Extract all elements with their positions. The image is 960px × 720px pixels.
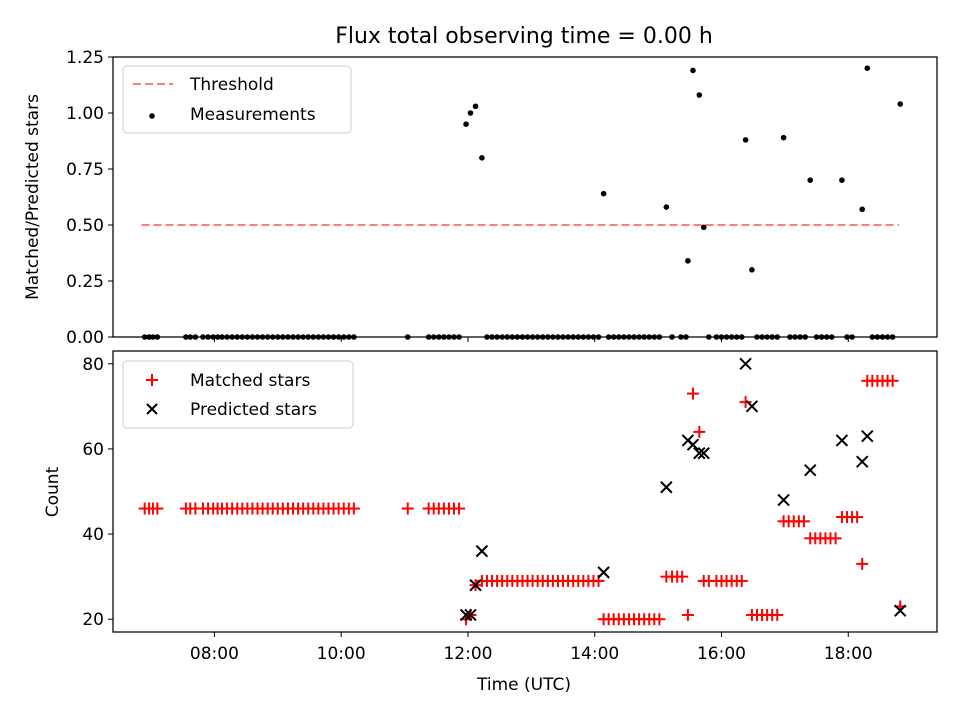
predicted-star-marker <box>804 464 817 477</box>
predicted-star-marker <box>597 566 610 579</box>
matched-star-marker <box>151 502 164 515</box>
x-axis-label: Time (UTC) <box>476 675 571 695</box>
predicted-star-marker <box>464 608 477 622</box>
top-y-tick-label: 0.75 <box>66 160 104 180</box>
measurement-point <box>467 110 474 116</box>
top-legend: Threshold Measurements <box>122 65 352 134</box>
measurement-point <box>696 92 703 98</box>
top-y-tick-label: 0.25 <box>66 272 104 292</box>
bottom-y-tick-label: 40 <box>82 525 104 545</box>
matched-star-marker <box>886 374 899 387</box>
legend-predicted-label: Predicted stars <box>190 400 317 420</box>
predicted-star-marker <box>697 446 710 460</box>
top-legend-box <box>122 65 352 134</box>
matched-star-marker <box>653 613 666 626</box>
bottom-y-ticks: 20 40 60 80 <box>82 355 113 630</box>
predicted-star-marker <box>686 438 700 451</box>
matched-star-marker <box>771 608 784 621</box>
matched-star-marker <box>453 502 466 515</box>
top-y-tick-label: 1.25 <box>66 48 104 68</box>
legend-threshold-label: Threshold <box>189 75 274 95</box>
top-panel: 0.00 0.25 0.50 0.75 1.00 1.25 Matched/Predict… <box>23 48 938 348</box>
measurement-point <box>864 65 871 71</box>
top-y-tick-label: 0.00 <box>66 328 104 348</box>
measurement-point <box>839 177 845 183</box>
matched-star-marker <box>347 502 360 515</box>
legend-matched-label: Matched stars <box>190 371 310 391</box>
predicted-star-marker <box>861 429 874 443</box>
measurement-point <box>463 121 469 127</box>
matched-star-marker <box>739 396 752 409</box>
measurement-point <box>690 67 696 74</box>
matched-star-marker <box>735 574 748 587</box>
bottom-axes-frame <box>112 350 938 633</box>
matched-star-marker <box>693 425 706 438</box>
predicted-star-marker <box>894 604 907 617</box>
bottom-y-tick-label: 20 <box>82 610 104 630</box>
predicted-star-marker <box>475 544 489 558</box>
predicted-star-marker <box>855 455 869 468</box>
matched-star-marker <box>797 515 810 528</box>
measurement-point <box>700 224 707 231</box>
matched-star-marker <box>829 532 842 545</box>
x-tick-label: 18:00 <box>824 644 873 664</box>
x-tick-label: 14:00 <box>570 644 619 664</box>
chart-title: Flux total observing time = 0.00 h <box>335 24 713 49</box>
measurement-point <box>685 258 691 264</box>
measurement-point <box>742 137 749 143</box>
measurement-point <box>749 267 755 273</box>
matched-star-marker <box>676 570 689 583</box>
bottom-plot-marks <box>138 357 907 626</box>
bottom-y-axis-label: Count <box>43 466 63 517</box>
predicted-star-marker <box>693 446 706 460</box>
matched-star-marker <box>856 557 869 570</box>
top-y-tick-label: 1.00 <box>66 104 104 124</box>
measurement-point <box>780 134 787 141</box>
predicted-star-marker <box>835 434 849 447</box>
measurement-point <box>600 190 607 197</box>
top-y-ticks: 0.00 0.25 0.50 0.75 1.00 1.25 <box>66 48 113 348</box>
measurement-point <box>897 101 904 107</box>
legend-measurements-swatch <box>149 113 155 119</box>
measurement-point <box>663 204 670 210</box>
matched-star-marker <box>686 387 699 400</box>
top-y-tick-label: 0.50 <box>66 216 104 236</box>
measurement-point <box>859 206 866 213</box>
top-y-axis-label: Matched/Predicted stars <box>23 94 43 300</box>
legend-matched-swatch <box>146 374 158 386</box>
bottom-x-ticks: 08:00 10:00 12:00 14:00 16:00 18:00 <box>190 632 873 664</box>
top-axes-frame <box>112 56 938 338</box>
predicted-star-marker <box>739 357 752 370</box>
bottom-y-tick-label: 80 <box>82 355 104 375</box>
x-tick-label: 08:00 <box>190 644 239 664</box>
bottom-y-tick-label: 60 <box>82 440 104 460</box>
measurement-point <box>479 155 485 161</box>
legend-predicted-swatch <box>146 403 158 415</box>
bottom-legend-box <box>122 360 354 429</box>
bottom-legend: Matched stars Predicted stars <box>122 360 354 429</box>
predicted-star-marker <box>660 481 673 494</box>
matched-star-marker <box>681 608 694 621</box>
predicted-star-marker <box>777 493 790 507</box>
x-tick-label: 12:00 <box>443 644 492 664</box>
top-x-ticks <box>213 337 849 342</box>
predicted-star-marker <box>459 608 473 622</box>
matched-star-marker <box>851 511 864 524</box>
legend-measurements-label: Measurements <box>190 105 316 125</box>
matched-star-marker <box>401 502 414 515</box>
predicted-star-marker <box>745 400 759 413</box>
predicted-star-marker <box>469 578 482 592</box>
measurement-point <box>472 103 479 110</box>
x-tick-label: 10:00 <box>317 644 366 664</box>
x-tick-label: 16:00 <box>697 644 746 664</box>
measurement-point <box>807 177 814 183</box>
